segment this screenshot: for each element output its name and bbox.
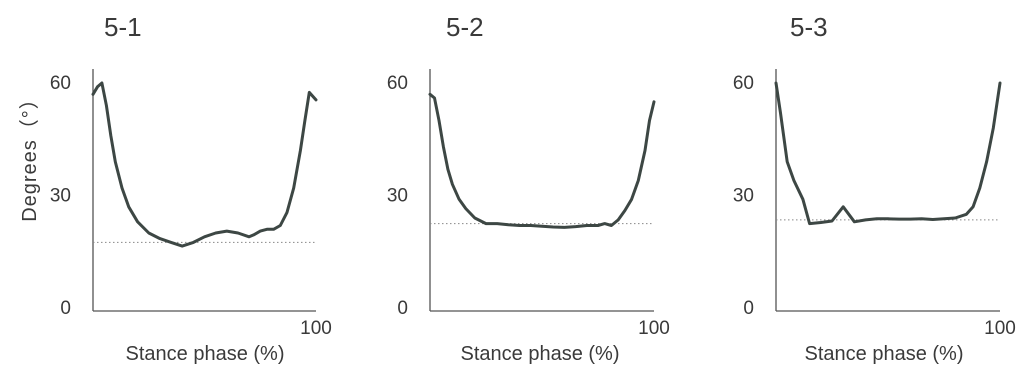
x-tick-label: 100 [984,318,1016,339]
x-axis-label: Stance phase (%) [805,343,964,365]
chart-title: 5-1 [104,12,142,42]
series-line [774,81,1002,226]
chart-panel-5-3: 5-3 Stance phase (%) 60 30 0 100 [733,12,1016,365]
chart-panel-5-1: 5-1 Stance phase (%) 60 30 0 100 [50,12,332,365]
y-tick-label: 60 [733,73,754,94]
y-tick-label: 0 [743,298,754,319]
series-line [428,92,656,229]
chart-title: 5-2 [446,12,484,42]
y-tick-label: 60 [387,73,408,94]
chart-panel-5-2: 5-2 Stance phase (%) 60 30 0 100 [387,12,670,365]
y-tick-label: 0 [397,298,408,319]
series-line [91,81,318,248]
y-axis-label: Degrees（°） [18,88,41,222]
y-tick-label: 30 [387,186,408,207]
x-tick-label: 100 [638,318,670,339]
x-tick-label: 100 [300,318,332,339]
y-tick-label: 30 [733,186,754,207]
x-axis-label: Stance phase (%) [461,343,620,365]
y-tick-label: 60 [50,73,71,94]
y-tick-label: 0 [60,298,71,319]
chart-title: 5-3 [790,12,828,42]
x-axis-label: Stance phase (%) [126,343,285,365]
y-tick-label: 30 [50,186,71,207]
